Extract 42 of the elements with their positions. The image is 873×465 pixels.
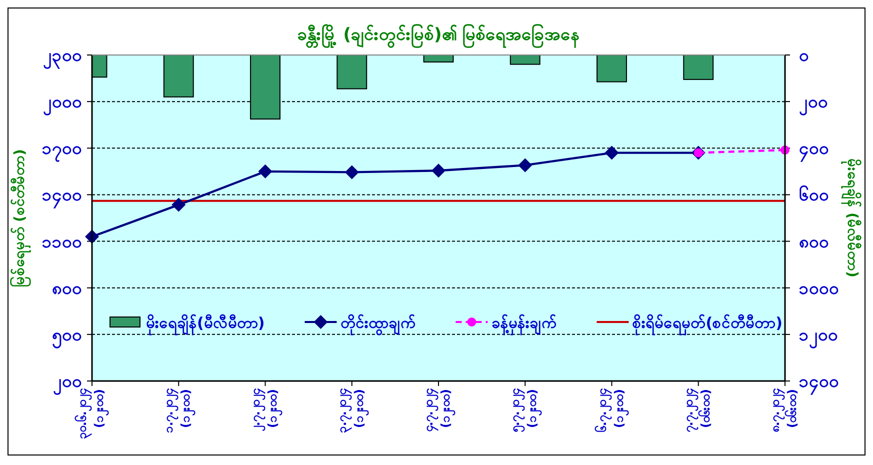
y-tick-label: ၅၀၀ bbox=[52, 325, 82, 350]
y-tick-label: ၁၁၀၀ bbox=[42, 232, 82, 252]
point bbox=[344, 165, 359, 180]
y2-tick-label: ၈၀၀ bbox=[799, 232, 829, 252]
point bbox=[518, 158, 532, 172]
bar bbox=[596, 55, 627, 82]
y2-tick-label: ၀ bbox=[799, 46, 809, 66]
point bbox=[258, 164, 272, 178]
legend-label: စိုးရိမ်ရေမှတ်(စင်တီမီတာ) bbox=[632, 313, 782, 336]
y2-tick-label: ၆၀၀ bbox=[799, 184, 829, 206]
x-tick-label: ၆.၇.၂၀၂၄ (၁၂း၀၀) bbox=[592, 389, 630, 434]
x-tick-label: ၈.၇.၂၀၂၄ (၀၆း၀၀) bbox=[768, 389, 799, 434]
x-tick-label: ၇.၇.၂၀၂၄ (၀၆း၀၀) bbox=[681, 389, 712, 434]
y2-tick-label: ၁၀၀၀ bbox=[799, 278, 839, 299]
point bbox=[432, 164, 446, 178]
y2-tick-label: ၁၄၀၀ bbox=[799, 372, 839, 396]
x-tick-label: ၃.၇.၂၀၂၄ (၁၂း၀၀) bbox=[334, 389, 370, 434]
x-tick-label: ၄.၇.၂၀၂၄ (၁၂း၀၀) bbox=[422, 389, 456, 434]
y2-tick-label: ၄၀၀ bbox=[799, 139, 829, 164]
bar bbox=[336, 55, 368, 90]
y-tick-label: ၁၄၀၀ bbox=[42, 186, 82, 210]
y2-tick-label: ၂၀၀ bbox=[799, 92, 828, 117]
x-tick-label: ၁.၇.၂၀၂၄ (၁၂း၀၀) bbox=[162, 389, 197, 434]
x-tick-label: ၂.၇.၂၀၂၄ (၁၂း၀၀) bbox=[248, 389, 284, 432]
legend-label: တိုင်းထွာချက် bbox=[340, 313, 416, 336]
y2-axis-title: မိုးရေချိန် (မီလီမီတာ) bbox=[841, 158, 861, 278]
y-tick-label: ၂၀၀၀ bbox=[43, 92, 82, 117]
y-tick-label: ၈၀၀ bbox=[52, 278, 82, 299]
y-tick-label: ၂၃၀၀ bbox=[43, 46, 82, 70]
chart-title: ခန္တီးမြို့ (ချင်းတွင်းမြစ်)၏ မြစ်ရေအခြေအနေ bbox=[297, 22, 580, 49]
bar bbox=[683, 55, 714, 80]
legend-label: ခန့်မှန်းချက် bbox=[492, 313, 557, 336]
bar bbox=[510, 55, 540, 65]
legend-label: မိုးရေချိန်(မီလီမီတာ) bbox=[146, 313, 265, 336]
y-tick-label: ၁၇၀၀ bbox=[42, 139, 82, 164]
y2-tick-label: ၁၂၀၀ bbox=[799, 325, 838, 350]
point bbox=[172, 198, 186, 212]
x-tick-label: ၅.၇.၂၀၂၄ (၁၂း၀၀) bbox=[508, 389, 544, 434]
bar bbox=[163, 55, 194, 98]
point bbox=[604, 146, 619, 160]
bar bbox=[423, 55, 454, 62]
y-axis-title: မြစ်ရေမှတ် (စင်တီမီတာ) bbox=[10, 149, 31, 287]
